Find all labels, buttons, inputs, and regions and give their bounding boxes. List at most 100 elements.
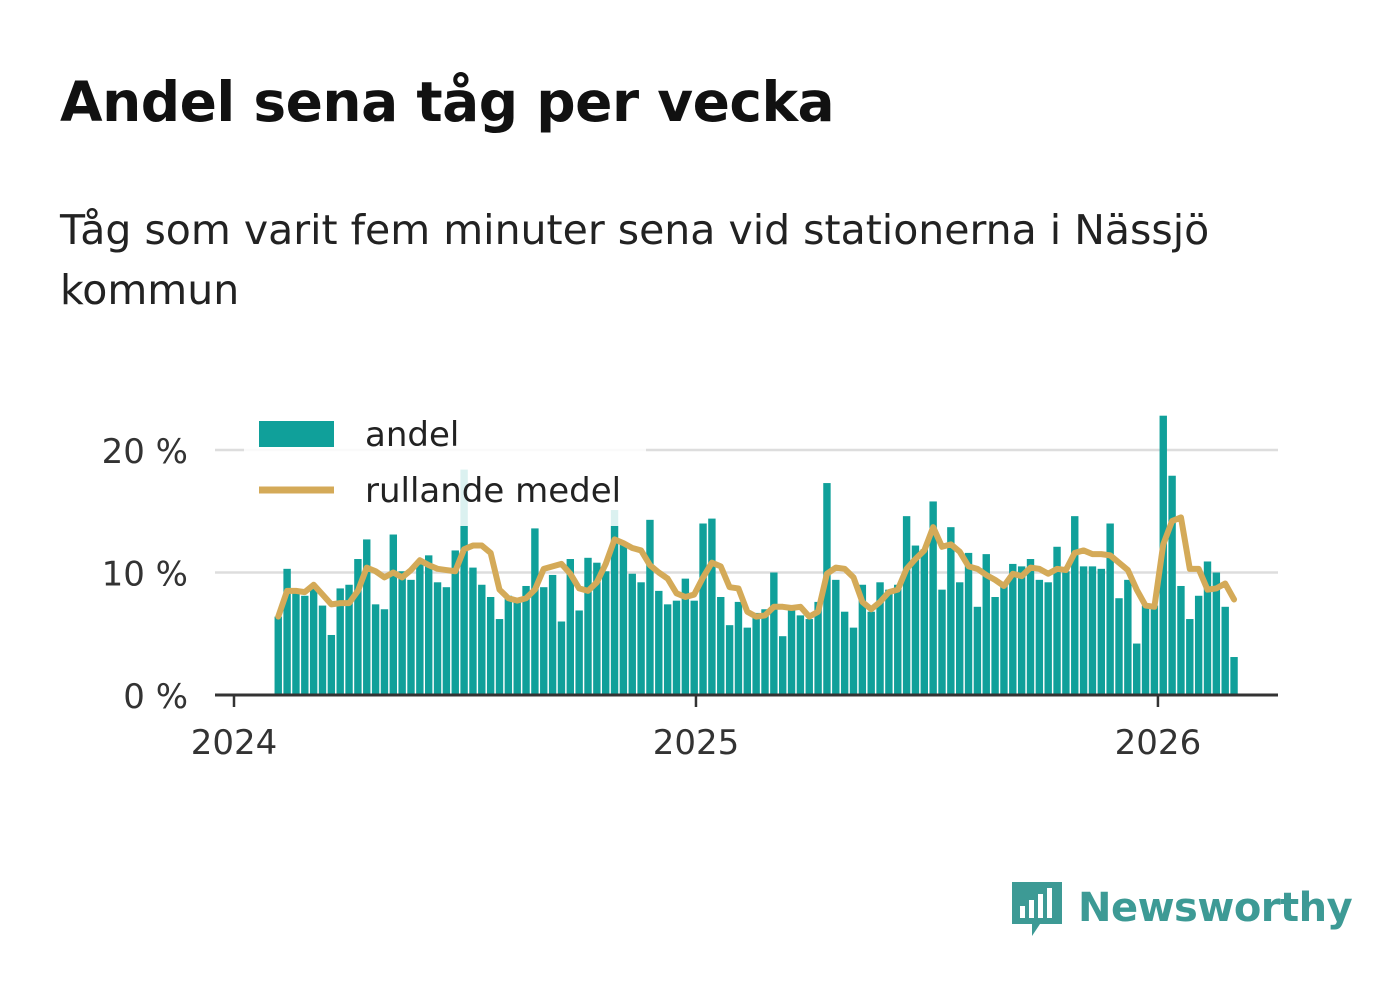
- chart-subtitle: Tåg som varit fem minuter sena vid stati…: [60, 206, 1210, 314]
- bar: [1141, 605, 1150, 695]
- bar: [902, 516, 911, 695]
- bar: [672, 600, 681, 695]
- bar: [363, 539, 371, 695]
- bar: [858, 584, 867, 695]
- brand-logo: Newsworthy: [1010, 878, 1353, 938]
- bar: [1079, 566, 1088, 696]
- bar: [920, 549, 928, 696]
- bar: [973, 606, 982, 695]
- bar: [699, 523, 707, 695]
- bar: [301, 595, 309, 695]
- bar: [522, 585, 530, 696]
- bar: [442, 587, 451, 695]
- bar: [840, 611, 849, 695]
- bar: [389, 534, 397, 695]
- bar: [947, 527, 955, 695]
- bar-series-andel: [274, 415, 1238, 696]
- bar: [1186, 619, 1194, 695]
- bar: [602, 571, 610, 695]
- bar: [478, 584, 486, 695]
- bar: [1230, 657, 1238, 695]
- bar: [1088, 566, 1097, 696]
- bar: [867, 611, 875, 695]
- bar: [540, 587, 548, 695]
- bar: [885, 589, 893, 695]
- bar: [787, 609, 796, 695]
- bar: [433, 582, 442, 695]
- bar: [956, 582, 964, 695]
- bar: [619, 544, 628, 696]
- bar: [1044, 582, 1052, 695]
- bar: [1221, 606, 1229, 695]
- bar: [1115, 598, 1123, 696]
- bar: [1106, 523, 1114, 695]
- bar: [991, 597, 999, 695]
- bar: [1168, 475, 1176, 695]
- bar: [1124, 579, 1132, 695]
- bar: [548, 574, 557, 695]
- bar: [1097, 568, 1105, 696]
- bar: [761, 609, 769, 695]
- y-tick-label: 10 %: [102, 555, 188, 595]
- bar: [513, 598, 521, 696]
- bar: [1035, 579, 1044, 695]
- legend-label-andel: andel: [365, 415, 459, 455]
- bar: [1000, 582, 1008, 695]
- bar: [1194, 595, 1203, 695]
- bar: [336, 588, 344, 695]
- bar: [593, 562, 601, 695]
- bar: [309, 587, 318, 695]
- chart-title: Andel sena tåg per vecka: [60, 70, 835, 134]
- bar: [318, 605, 327, 695]
- bar: [929, 501, 937, 695]
- bar: [1071, 516, 1079, 695]
- bar: [354, 559, 362, 695]
- bar: [425, 555, 433, 695]
- bar: [292, 589, 300, 695]
- bar: [770, 572, 778, 695]
- bar: [531, 528, 539, 695]
- bar: [725, 625, 734, 695]
- bar: [823, 483, 831, 695]
- legend: andel rullande medel: [244, 408, 646, 526]
- bar: [734, 601, 743, 695]
- x-tick-label: 2026: [1115, 723, 1202, 763]
- bar: [557, 621, 566, 695]
- bar: [690, 600, 698, 695]
- x-tick-label: 2024: [191, 723, 278, 763]
- bar: [495, 619, 504, 695]
- bar: [566, 559, 574, 695]
- bar: [1150, 605, 1159, 695]
- bar: [982, 554, 990, 696]
- bar: [911, 545, 920, 695]
- bar: [1017, 566, 1026, 696]
- axes: 0 % 10 % 20 % 2024 2025 2026: [102, 432, 1278, 763]
- bar: [708, 518, 716, 695]
- bar: [1203, 561, 1212, 696]
- bar: [646, 519, 654, 696]
- line-series-rullande-medel: [275, 514, 1238, 620]
- bar: [628, 573, 636, 696]
- bar: [655, 590, 663, 696]
- bar: [663, 604, 672, 695]
- bar: [380, 609, 389, 695]
- bar: [469, 567, 477, 695]
- x-tick-label: 2025: [653, 723, 740, 763]
- bar: [876, 582, 884, 695]
- newsworthy-logo-icon: [1012, 882, 1062, 936]
- bar: [779, 636, 787, 695]
- y-tick-label: 20 %: [102, 432, 188, 472]
- bar: [1062, 571, 1070, 695]
- bar: [637, 582, 645, 695]
- bar: [407, 579, 415, 695]
- bar: [894, 584, 902, 695]
- legend-label-rullande-medel: rullande medel: [365, 471, 621, 511]
- bar: [1026, 559, 1035, 695]
- bar: [743, 627, 751, 696]
- bar: [832, 579, 840, 695]
- bar: [504, 595, 513, 695]
- bar: [416, 561, 424, 696]
- bar: [938, 589, 946, 695]
- bar: [345, 584, 353, 695]
- bar: [796, 615, 805, 696]
